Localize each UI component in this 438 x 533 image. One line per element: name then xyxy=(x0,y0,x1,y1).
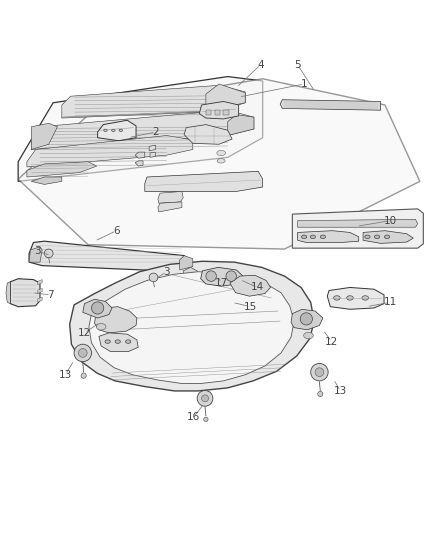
Polygon shape xyxy=(292,209,424,248)
Ellipse shape xyxy=(217,159,225,163)
Ellipse shape xyxy=(385,235,390,239)
Circle shape xyxy=(197,391,213,406)
Polygon shape xyxy=(158,191,183,203)
Ellipse shape xyxy=(365,235,370,239)
Polygon shape xyxy=(230,275,271,296)
Polygon shape xyxy=(31,177,62,184)
Ellipse shape xyxy=(310,235,315,239)
Circle shape xyxy=(204,417,208,422)
Ellipse shape xyxy=(334,296,340,300)
Polygon shape xyxy=(228,115,254,135)
Text: 3: 3 xyxy=(163,266,170,277)
Polygon shape xyxy=(223,110,229,115)
Circle shape xyxy=(315,368,324,376)
Polygon shape xyxy=(206,84,245,111)
Polygon shape xyxy=(27,135,193,167)
Ellipse shape xyxy=(362,296,368,300)
Polygon shape xyxy=(99,333,138,352)
Circle shape xyxy=(206,271,216,281)
Polygon shape xyxy=(184,125,232,144)
Text: 2: 2 xyxy=(152,127,159,137)
Text: 4: 4 xyxy=(257,60,264,70)
Circle shape xyxy=(149,273,158,282)
Polygon shape xyxy=(149,145,155,151)
Text: 11: 11 xyxy=(384,297,397,308)
Polygon shape xyxy=(70,261,314,391)
Polygon shape xyxy=(158,202,182,212)
Polygon shape xyxy=(297,220,418,227)
Polygon shape xyxy=(327,287,384,309)
Polygon shape xyxy=(29,247,42,262)
Polygon shape xyxy=(145,171,263,191)
Circle shape xyxy=(81,373,86,378)
Circle shape xyxy=(44,249,53,258)
Ellipse shape xyxy=(105,340,110,343)
Ellipse shape xyxy=(96,324,106,330)
Polygon shape xyxy=(363,231,413,244)
Polygon shape xyxy=(18,77,263,181)
Polygon shape xyxy=(38,280,42,285)
Text: 3: 3 xyxy=(35,246,41,256)
Circle shape xyxy=(92,302,104,314)
Polygon shape xyxy=(215,110,220,115)
Ellipse shape xyxy=(217,150,226,156)
Text: 5: 5 xyxy=(294,60,301,70)
Polygon shape xyxy=(199,101,239,119)
Ellipse shape xyxy=(304,332,313,339)
Polygon shape xyxy=(183,268,199,280)
Polygon shape xyxy=(11,279,40,306)
Polygon shape xyxy=(135,161,143,166)
Ellipse shape xyxy=(112,129,115,131)
Text: 12: 12 xyxy=(78,328,91,338)
Polygon shape xyxy=(180,256,193,270)
Ellipse shape xyxy=(347,296,353,300)
Ellipse shape xyxy=(301,235,307,239)
Polygon shape xyxy=(95,306,137,333)
Polygon shape xyxy=(27,161,97,177)
Polygon shape xyxy=(31,123,57,149)
Text: 13: 13 xyxy=(59,370,72,380)
Text: 13: 13 xyxy=(334,386,347,396)
Polygon shape xyxy=(83,299,112,318)
Polygon shape xyxy=(89,272,294,384)
Ellipse shape xyxy=(374,235,380,239)
Text: 10: 10 xyxy=(384,216,397,225)
Ellipse shape xyxy=(320,235,325,239)
Circle shape xyxy=(318,391,323,397)
Ellipse shape xyxy=(119,129,123,131)
Polygon shape xyxy=(38,297,42,302)
Polygon shape xyxy=(150,152,155,157)
Polygon shape xyxy=(135,152,145,158)
Polygon shape xyxy=(291,309,323,330)
Polygon shape xyxy=(98,120,136,141)
Text: 16: 16 xyxy=(187,412,200,422)
Circle shape xyxy=(74,344,92,362)
Polygon shape xyxy=(29,241,193,272)
Polygon shape xyxy=(31,110,254,149)
Circle shape xyxy=(311,364,328,381)
Text: 1: 1 xyxy=(301,79,307,89)
Ellipse shape xyxy=(126,340,131,343)
Polygon shape xyxy=(62,85,245,118)
Polygon shape xyxy=(297,231,359,243)
Ellipse shape xyxy=(115,340,120,343)
Ellipse shape xyxy=(104,129,107,131)
Polygon shape xyxy=(38,288,42,294)
Polygon shape xyxy=(280,100,381,110)
Text: 12: 12 xyxy=(325,337,338,346)
Circle shape xyxy=(226,271,237,281)
Polygon shape xyxy=(201,268,244,286)
Text: 6: 6 xyxy=(113,225,120,236)
Circle shape xyxy=(201,395,208,402)
Polygon shape xyxy=(6,282,11,304)
Text: 17: 17 xyxy=(215,278,228,288)
Circle shape xyxy=(78,349,87,357)
Polygon shape xyxy=(18,79,420,249)
Text: 15: 15 xyxy=(244,302,257,312)
Circle shape xyxy=(300,313,312,325)
Text: 7: 7 xyxy=(48,290,54,300)
Polygon shape xyxy=(206,110,211,115)
Text: 14: 14 xyxy=(251,282,264,293)
